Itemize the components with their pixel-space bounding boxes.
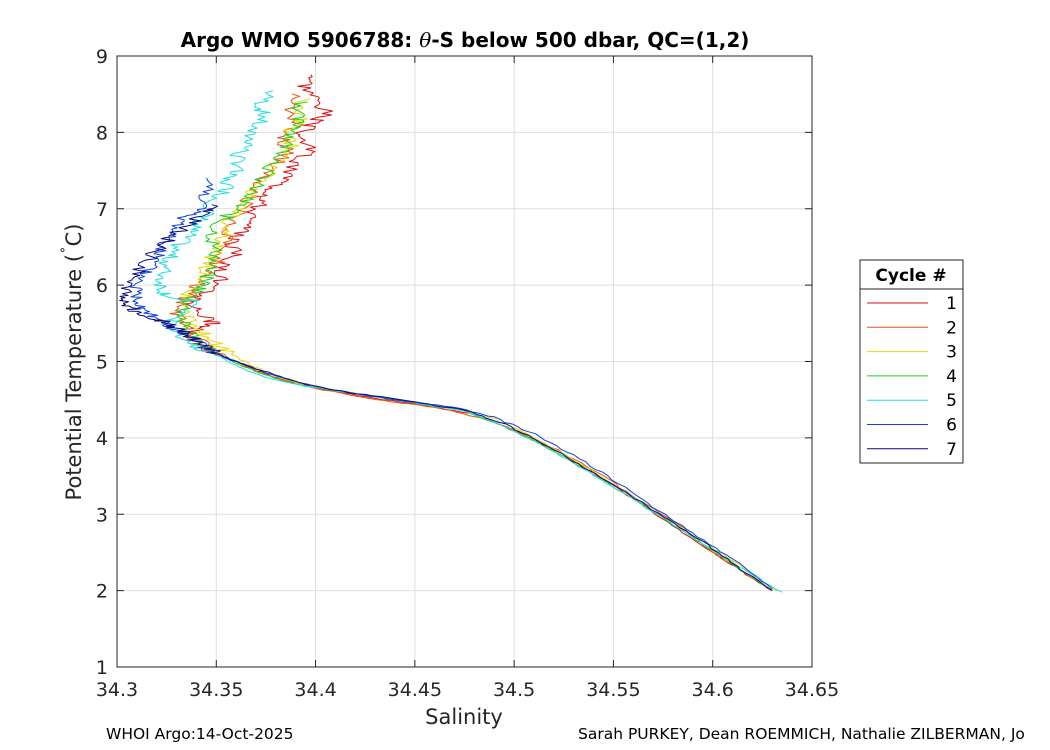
x-tick-label: 34.65 [785, 679, 839, 701]
y-tick-label: 6 [96, 275, 108, 297]
x-tick-label: 34.5 [493, 679, 535, 701]
y-tick-label: 7 [96, 199, 108, 221]
legend-items: 1 2 3 4 5 6 7 [867, 294, 957, 460]
footer-authors: Sarah PURKEY, Dean ROEMMICH, Nathalie ZI… [578, 725, 1025, 743]
legend-title: Cycle # [875, 266, 946, 286]
legend: Cycle # 1 2 3 4 5 6 7 [859, 259, 964, 464]
series-line-cycle-1 [184, 74, 773, 592]
y-tick-label: 9 [96, 46, 108, 68]
title-rest: -S below 500 dbar, QC=(1,2) [431, 28, 749, 52]
y-tick-label: 8 [96, 122, 108, 144]
legend-title-box [859, 259, 964, 290]
legend-label-cycle-5: 5 [946, 391, 957, 411]
x-tick-label: 34.3 [96, 679, 138, 701]
legend-label-cycle-7: 7 [946, 440, 957, 460]
y-tick-label: 4 [96, 428, 108, 450]
y-axis-label: Potential Temperature (˚C) [60, 224, 86, 501]
legend-label-cycle-4: 4 [946, 367, 957, 387]
legend-label-cycle-3: 3 [946, 343, 957, 363]
title-main: Argo WMO 5906788: [181, 28, 420, 52]
series-line-cycle-2 [169, 93, 773, 592]
series-line-cycle-7 [119, 204, 773, 592]
series-line-cycle-4 [176, 101, 773, 592]
x-tick-label: 34.6 [692, 679, 734, 701]
y-tick-label: 2 [96, 581, 108, 603]
y-tick-label: 1 [96, 657, 108, 679]
y-tick-labels: 1 2 3 4 5 6 7 8 9 [96, 46, 108, 679]
y-tick-label: 5 [96, 352, 108, 374]
legend-label-cycle-2: 2 [946, 318, 957, 338]
series-layer [119, 74, 783, 593]
y-label-degree: ˚ [60, 246, 78, 254]
chart-title: Argo WMO 5906788: θ-S below 500 dbar, QC… [181, 28, 750, 52]
y-tick-label: 3 [96, 504, 108, 526]
axis-ticks [116, 55, 813, 668]
legend-label-cycle-1: 1 [946, 294, 957, 314]
series-line-cycle-5 [153, 90, 783, 593]
title-theta: θ [419, 28, 431, 52]
legend-label-cycle-6: 6 [946, 416, 957, 436]
x-tick-label: 34.55 [586, 679, 640, 701]
x-tick-label: 34.4 [294, 679, 336, 701]
footer-date: WHOI Argo:14-Oct-2025 [106, 725, 294, 743]
x-axis-label: Salinity [425, 705, 503, 729]
y-label-main: Potential Temperature ( [62, 254, 86, 501]
x-tick-labels: 34.3 34.35 34.4 34.45 34.5 34.55 34.6 34.65 [96, 679, 839, 701]
x-tick-label: 34.45 [388, 679, 442, 701]
y-label-unit: C) [62, 224, 86, 247]
x-tick-label: 34.35 [189, 679, 243, 701]
